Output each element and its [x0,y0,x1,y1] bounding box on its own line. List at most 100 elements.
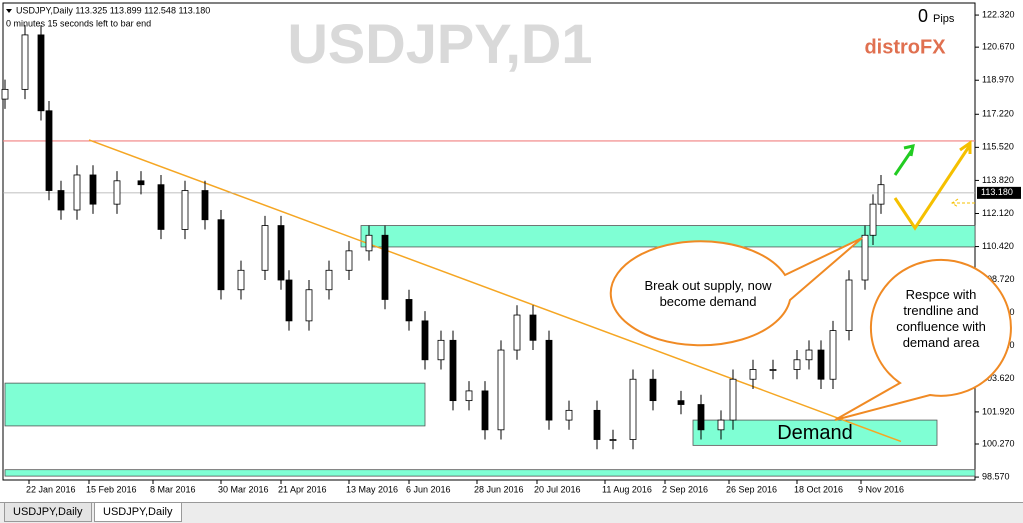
trendline [88,139,902,443]
candle-body [513,314,521,351]
candle-body [769,369,777,371]
candle-body [805,349,813,361]
current-price-label: 113.180 [981,187,1013,197]
zone-label: Demand [777,422,853,444]
candle-body [629,378,637,440]
candle-body [497,349,505,431]
candle-body [345,250,353,271]
candle-body [157,184,165,230]
candle-body [465,390,473,402]
y-tick-label: 110.420 [982,241,1014,251]
y-tick-label: 118.970 [982,75,1014,85]
x-tick-label: 9 Nov 2016 [858,484,904,494]
x-tick-label: 26 Sep 2016 [726,484,777,494]
x-tick-label: 20 Jul 2016 [534,484,581,494]
candle-body [405,299,413,322]
candle-body [113,180,121,205]
candle-body [829,330,837,380]
zone [4,382,426,427]
pips-label: Pips [933,13,955,25]
x-tick-label: 30 Mar 2016 [218,484,269,494]
candle-body [57,190,65,211]
candle-body [593,409,601,440]
y-tick-label: 98.570 [982,471,1010,481]
arrow-green [893,144,915,176]
candle-body [325,269,333,291]
candle-body [421,320,429,361]
candle-body [305,289,313,322]
candle-body [481,390,489,431]
callout-box: Break out supply, now become demand [644,278,772,309]
candle-body [365,234,373,252]
zone [692,419,938,446]
x-tick-label: 2 Sep 2016 [662,484,708,494]
y-tick-label: 113.820 [982,175,1014,185]
callout-text: Break out supply, now become demand [644,278,772,309]
tab[interactable]: USDJPY,Daily [4,503,92,522]
candle-body [261,225,269,271]
candle-body [869,203,877,236]
candle-body [817,349,825,380]
chart: USDJPY,D1 distroFX 0 Pips USDJPY,Daily 1… [1,2,1021,494]
candle-body [749,369,757,380]
callout-text: Respce with trendline and confluence wit… [896,287,986,350]
brand: distroFX [864,36,946,58]
candle-body [45,110,53,191]
x-tick-label: 6 Jun 2016 [406,484,451,494]
candle-body [729,378,737,421]
callout-bubble [834,258,1012,421]
candle-body [381,234,389,300]
candle-body [529,314,537,341]
x-tick-label: 21 Apr 2016 [278,484,327,494]
y-tick-label: 115.520 [982,142,1014,152]
timer: 0 minutes 15 seconds left to bar end [6,18,151,28]
x-tick-label: 11 Aug 2016 [602,484,652,494]
y-tick-label: 103.620 [982,373,1015,383]
tab-bar: USDJPY,Daily USDJPY,Daily [0,502,1023,523]
x-tick-label: 8 Mar 2016 [150,484,196,494]
candle-body [217,219,225,291]
y-tick-label: 120.670 [982,42,1015,52]
candle-body [449,339,457,402]
callout-box: Respce with trendline and confluence wit… [896,287,986,350]
candle-body [285,279,293,322]
pips-value: 0 [918,6,928,26]
x-tick-label: 18 Oct 2016 [794,484,843,494]
watermark: USDJPY,D1 [287,12,592,75]
y-tick-label: 117.220 [982,109,1014,119]
x-tick-label: 22 Jan 2016 [26,484,76,494]
current-price-box [977,186,1021,199]
candle-body [21,34,29,90]
candle-body [437,339,445,361]
y-tick-label: 108.720 [982,274,1015,284]
tab[interactable]: USDJPY,Daily [94,503,182,522]
candle-body [73,174,81,211]
y-tick-label: 112.120 [982,208,1014,218]
candle-body [237,269,245,291]
arrow-dash [951,198,975,208]
y-tick-label: 100.270 [982,438,1015,448]
candle-body [545,339,553,421]
y-tick-label: 122.320 [982,9,1015,19]
candle-body [37,34,45,112]
symbol-line: USDJPY,Daily 113.325 113.899 112.548 113… [16,5,210,15]
candle-body [677,400,685,405]
candle-body [201,190,209,221]
menu-arrow[interactable] [6,9,12,13]
x-tick-label: 13 May 2016 [346,484,398,494]
candle-body [717,419,725,431]
zone [4,469,976,477]
candle-body [609,439,617,441]
candle-body [793,359,801,370]
candle-body [1,88,9,100]
candle-body [861,234,869,281]
candle-body [697,404,705,431]
arrow-yellow [893,140,972,231]
candle-body [89,174,97,205]
candle-body [137,180,145,186]
candle-body [877,184,885,205]
candle-body [277,225,285,281]
candle-body [649,378,657,402]
candle-body [181,190,189,230]
